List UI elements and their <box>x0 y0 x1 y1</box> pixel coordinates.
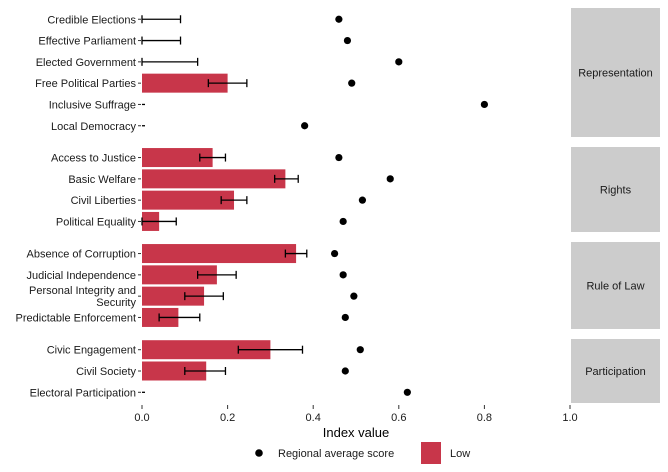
facet-label: Rights <box>600 185 632 197</box>
regional-average-point <box>480 100 488 109</box>
category-label: Predictable Enforcement <box>16 312 136 324</box>
regional-average-point <box>339 217 347 226</box>
regional-average-point <box>331 249 339 258</box>
legend-point-swatch <box>255 449 263 457</box>
category-label: Political Equality <box>56 216 137 228</box>
bar <box>142 169 286 189</box>
category-label: Inclusive Suffrage <box>49 99 136 111</box>
category-label: Free Political Parties <box>35 78 136 90</box>
regional-average-point <box>341 367 349 375</box>
x-tick-label: 0.0 <box>134 412 149 424</box>
category-label: Basic Welfare <box>68 174 136 186</box>
category-label: Civil Liberties <box>71 195 137 207</box>
legend-label: Regional average score <box>278 448 394 460</box>
x-tick-label: 0.8 <box>477 412 492 424</box>
category-label: Civil Society <box>76 366 136 378</box>
category-label: Civic Engagement <box>47 345 136 357</box>
facet-strip <box>571 147 660 232</box>
bar <box>142 244 297 264</box>
legend-bar-swatch <box>421 442 441 464</box>
category-label: Judicial Independence <box>27 270 136 282</box>
regional-average-point <box>339 271 347 279</box>
x-tick-label: 1.0 <box>562 412 577 424</box>
regional-average-point <box>386 175 394 183</box>
bar <box>142 190 235 210</box>
category-label: Effective Parliament <box>38 36 136 48</box>
regional-average-point <box>356 346 364 354</box>
bar <box>142 286 205 306</box>
bar <box>142 340 271 360</box>
category-label: Local Democracy <box>51 121 136 133</box>
regional-average-point <box>395 58 403 66</box>
category-label: Personal Integrity and Security <box>29 285 137 309</box>
facet-label: Rule of Law <box>586 281 644 293</box>
facet-label: Representation <box>578 68 653 80</box>
category-label-line: Security <box>96 297 136 309</box>
regional-average-point <box>358 196 367 204</box>
category-label: Absence of Corruption <box>27 249 136 261</box>
category-label: Elected Government <box>36 57 136 69</box>
regional-average-point <box>348 79 356 87</box>
legend-label: Low <box>450 448 470 460</box>
x-tick-label: 0.6 <box>391 412 406 424</box>
category-label: Credible Elections <box>47 14 136 26</box>
bar <box>142 361 207 381</box>
category-label-line: Personal Integrity and <box>29 285 136 297</box>
facet-label: Participation <box>585 366 646 378</box>
facet-strip <box>571 8 660 137</box>
category-label: Electoral Participation <box>30 387 136 399</box>
regional-average-point <box>403 388 411 396</box>
x-tick-label: 0.2 <box>220 412 235 424</box>
regional-average-point <box>343 36 352 45</box>
x-axis-title: Index value <box>323 425 390 440</box>
regional-average-point <box>350 292 358 300</box>
category-label: Access to Justice <box>51 153 136 165</box>
facet-strip <box>571 242 660 329</box>
bar <box>142 265 217 285</box>
x-tick-label: 0.4 <box>306 412 321 424</box>
regional-average-point <box>335 15 343 23</box>
regional-average-point <box>301 122 309 130</box>
bar <box>142 148 213 168</box>
facet-strip <box>571 339 660 403</box>
regional-average-point <box>341 313 349 322</box>
bar <box>142 73 228 93</box>
regional-average-point <box>335 153 343 162</box>
